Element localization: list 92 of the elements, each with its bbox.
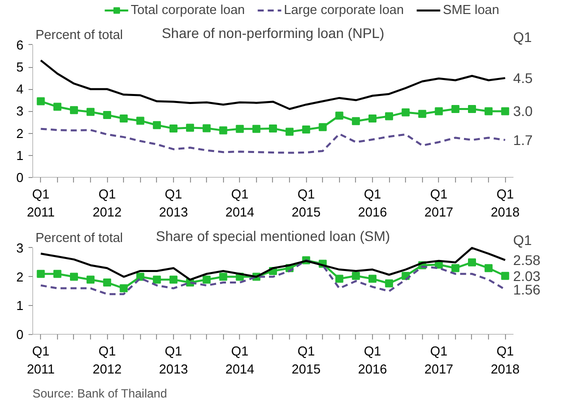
x-tick-label: Q1 2015 <box>292 186 321 220</box>
x-tick-label: Q1 2017 <box>424 186 454 220</box>
y-tick-label: 4 <box>16 82 24 97</box>
point <box>120 284 128 292</box>
x-tick-label: Q1 2017 <box>424 344 454 376</box>
y-tick-label: 3 <box>16 240 24 256</box>
point <box>468 105 476 114</box>
point <box>169 124 178 132</box>
point <box>335 274 344 283</box>
point <box>385 112 394 120</box>
point <box>53 102 62 111</box>
annotation: 1.56 <box>513 281 541 298</box>
point <box>152 121 161 130</box>
point <box>136 116 144 125</box>
point <box>36 270 45 278</box>
point <box>451 264 460 272</box>
annotation: 2.03 <box>513 268 541 284</box>
annotation: 3.0 <box>513 103 533 120</box>
point <box>36 97 45 106</box>
legend-label: Large corporate loan <box>284 2 404 17</box>
point <box>402 108 410 116</box>
y-tick-label: 1 <box>16 148 24 163</box>
point <box>286 128 294 136</box>
point <box>434 107 443 116</box>
point <box>70 272 78 281</box>
chart-title: Share of special mentioned loan (SM) <box>156 228 390 244</box>
y-tick-label: 5 <box>16 60 24 75</box>
point <box>484 264 493 272</box>
point <box>70 106 78 114</box>
x-tick-label: Q1 2013 <box>159 344 188 376</box>
x-tick-label: Q1 2013 <box>159 186 188 220</box>
point <box>418 110 426 118</box>
y-tick-label: 0 <box>16 170 24 185</box>
x-tick-label: Q1 2018 <box>490 344 520 376</box>
line-series <box>40 59 506 110</box>
annotation: 2.58 <box>513 252 541 268</box>
point <box>219 272 228 281</box>
legend-label: SME loan <box>442 2 500 17</box>
x-tick-label: Q1 2011 <box>26 344 55 376</box>
point <box>385 279 394 288</box>
point <box>318 123 327 132</box>
source-note: Source: Bank of Thailand <box>32 386 168 400</box>
x-tick-label: Q1 2012 <box>92 344 122 376</box>
point <box>169 276 178 284</box>
y-tick-label: 3 <box>16 104 24 119</box>
y-tick-label: 0 <box>16 327 24 342</box>
point <box>352 272 360 280</box>
y-axis-title: Percent of total <box>36 230 124 245</box>
line-series <box>40 128 506 154</box>
point <box>236 124 244 133</box>
x-tick-label: Q1 2012 <box>92 186 122 220</box>
legend-label: Total corporate loan <box>130 2 245 17</box>
point <box>186 124 194 132</box>
point <box>501 107 510 116</box>
annotation: Q1 <box>513 232 532 248</box>
x-tick-label: Q1 2014 <box>225 344 254 376</box>
point <box>53 270 62 278</box>
x-tick-label: Q1 2016 <box>358 186 387 220</box>
y-tick-label: 1 <box>16 298 24 314</box>
point <box>103 110 112 119</box>
point <box>103 278 112 287</box>
x-tick-label: Q1 2014 <box>225 186 254 220</box>
point <box>152 276 161 284</box>
point <box>335 112 344 120</box>
text: Q1 <box>513 28 532 45</box>
y-tick-label: 2 <box>16 269 24 284</box>
y-tick-label: 6 <box>16 37 24 52</box>
point <box>202 124 211 132</box>
point <box>86 276 95 284</box>
y-axis-title: Percent of total <box>36 26 124 42</box>
point <box>86 108 95 116</box>
chart-title: Share of non-performing loan (NPL) <box>162 24 384 41</box>
y-tick-label: 2 <box>16 126 24 141</box>
point <box>368 274 376 283</box>
point <box>120 114 128 123</box>
point <box>368 114 376 123</box>
point <box>451 105 460 114</box>
point <box>484 107 493 116</box>
point <box>268 124 277 132</box>
point <box>302 126 310 134</box>
x-tick-label: Q1 2016 <box>358 344 387 376</box>
point <box>202 276 211 284</box>
x-tick-label: Q1 2015 <box>292 344 321 376</box>
annotation: 1.7 <box>513 132 533 148</box>
point <box>352 117 360 126</box>
point <box>501 272 510 280</box>
point <box>468 258 476 266</box>
point <box>219 126 228 134</box>
x-tick-label: Q1 2018 <box>490 186 520 220</box>
point <box>252 124 260 133</box>
x-tick-label: Q1 2011 <box>26 186 55 220</box>
annotation: 4.5 <box>513 70 533 86</box>
